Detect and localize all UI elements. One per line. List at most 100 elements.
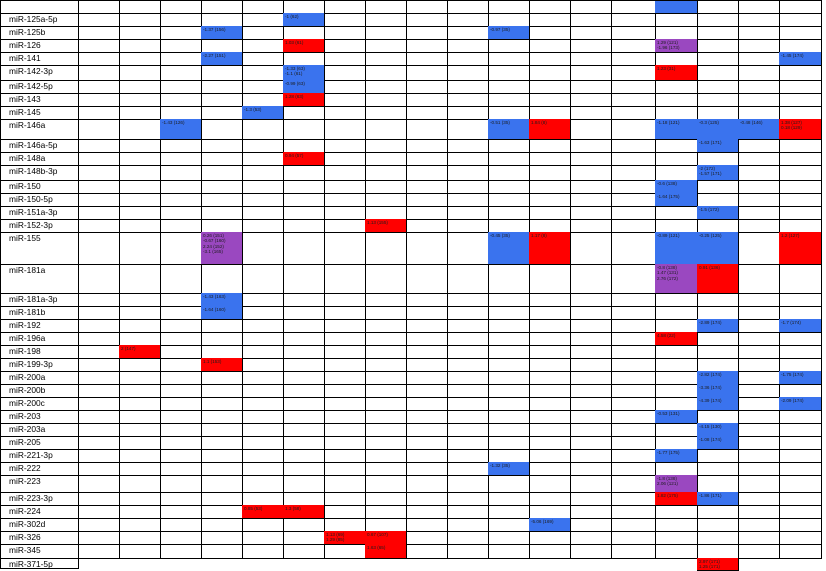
empty-cell <box>529 492 571 506</box>
empty-cell <box>78 531 120 545</box>
empty-cell <box>160 531 202 545</box>
empty-cell <box>447 449 489 463</box>
fold-change-value: -1.18 (121) <box>657 120 680 125</box>
empty-cell <box>611 106 656 120</box>
empty-cell <box>488 0 530 14</box>
empty-cell <box>119 119 161 140</box>
empty-cell <box>324 319 366 333</box>
empty-cell <box>78 558 120 559</box>
fold-change-value: 1.25 (171) <box>699 564 720 570</box>
fold-change-value: 1.1 (153) <box>203 359 222 364</box>
empty-cell <box>779 531 822 545</box>
empty-cell <box>738 436 780 450</box>
empty-cell <box>242 518 284 532</box>
empty-cell <box>201 139 243 153</box>
empty-cell <box>570 106 612 120</box>
blue-value-cell: -2 (172) -1.57 (171) <box>697 165 739 181</box>
blue-value-cell: -0.53 (131) <box>655 410 698 424</box>
empty-cell <box>611 332 656 346</box>
empty-cell <box>324 293 366 307</box>
empty-cell <box>447 80 489 94</box>
empty-cell <box>529 106 571 120</box>
empty-cell <box>570 93 612 107</box>
empty-cell <box>201 492 243 506</box>
table-row-mir-302d: miR-302d -5.06 (169) <box>0 518 826 532</box>
empty-cell <box>488 518 530 532</box>
empty-cell <box>738 358 780 372</box>
empty-cell <box>447 306 489 320</box>
empty-cell <box>406 544 448 559</box>
empty-cell <box>488 264 530 294</box>
empty-cell <box>738 80 780 94</box>
empty-cell <box>78 106 120 120</box>
empty-cell <box>283 558 325 559</box>
empty-cell <box>242 384 284 398</box>
empty-cell <box>697 293 739 307</box>
empty-cell <box>488 293 530 307</box>
empty-cell <box>119 558 161 559</box>
row-label-cell: miR-155 <box>0 232 79 265</box>
empty-cell <box>529 293 571 307</box>
empty-cell <box>529 423 571 437</box>
empty-cell <box>78 206 120 220</box>
empty-cell <box>779 0 822 14</box>
empty-cell <box>324 39 366 53</box>
blue-value-cell: -4.15 (130) <box>697 423 739 437</box>
red-value-cell: 2 (147) <box>119 345 161 359</box>
empty-cell <box>283 345 325 359</box>
empty-cell <box>283 106 325 120</box>
empty-cell <box>365 39 407 53</box>
empty-cell <box>529 531 571 545</box>
blue-value-cell: -1.43 (163) <box>201 293 243 307</box>
empty-cell <box>611 165 656 181</box>
empty-cell <box>160 505 202 519</box>
red-value-cell: 0.85 (53) <box>242 505 284 519</box>
mirna-name: miR-198 <box>9 346 41 356</box>
empty-cell <box>119 139 161 153</box>
mirna-name: miR-200a <box>9 372 46 382</box>
red-value-cell: 0.91 (136) <box>697 264 739 294</box>
fold-change-value: -1 (62) <box>285 14 299 19</box>
empty-cell <box>160 475 202 493</box>
empty-cell <box>570 232 612 265</box>
blue-value-cell: -1.32 (35) <box>488 462 530 476</box>
mirna-name <box>1 1 78 3</box>
empty-cell <box>324 410 366 424</box>
empty-cell <box>365 449 407 463</box>
empty-cell <box>242 65 284 81</box>
empty-cell <box>119 193 161 207</box>
empty-cell <box>201 518 243 532</box>
empty-cell <box>779 505 822 519</box>
fold-change-value: -0.89 (121) <box>657 233 680 238</box>
empty-cell <box>655 80 698 94</box>
empty-cell <box>655 106 698 120</box>
red-value-cell: 1.38 (127) 0.18 (129) <box>779 119 822 140</box>
empty-cell <box>738 332 780 346</box>
row-label-cell: miR-198 <box>0 345 79 359</box>
table-row-mir-155: miR-155 0.26 (151) -0.67 (160) 2.24 (152) -3… <box>0 232 826 265</box>
empty-cell <box>365 106 407 120</box>
fold-change-value: -0.97 (35) <box>490 27 510 32</box>
empty-cell <box>324 358 366 372</box>
empty-cell <box>488 371 530 385</box>
empty-cell <box>78 26 120 40</box>
empty-cell <box>160 80 202 94</box>
empty-cell <box>488 423 530 437</box>
empty-cell <box>779 332 822 346</box>
empty-cell <box>78 219 120 233</box>
empty-cell <box>242 26 284 40</box>
table-row-mir-148b-3p: miR-148b-3p -2 (172) -1.57 (171) <box>0 165 826 181</box>
empty-cell <box>365 345 407 359</box>
blue-value-cell: -1.64 (160) <box>201 306 243 320</box>
fold-change-value: 0.18 (129) <box>781 125 802 131</box>
row-label-cell: miR-181b <box>0 306 79 320</box>
empty-cell <box>406 319 448 333</box>
empty-cell <box>242 544 284 559</box>
empty-cell <box>611 232 656 265</box>
row-label-cell: miR-150-5p <box>0 193 79 207</box>
empty-cell <box>655 544 698 559</box>
empty-cell <box>655 219 698 233</box>
blue-value-cell: -1.63 (171) <box>697 139 739 153</box>
red-value-cell: 1.82 (175) <box>655 492 698 506</box>
empty-cell <box>611 358 656 372</box>
